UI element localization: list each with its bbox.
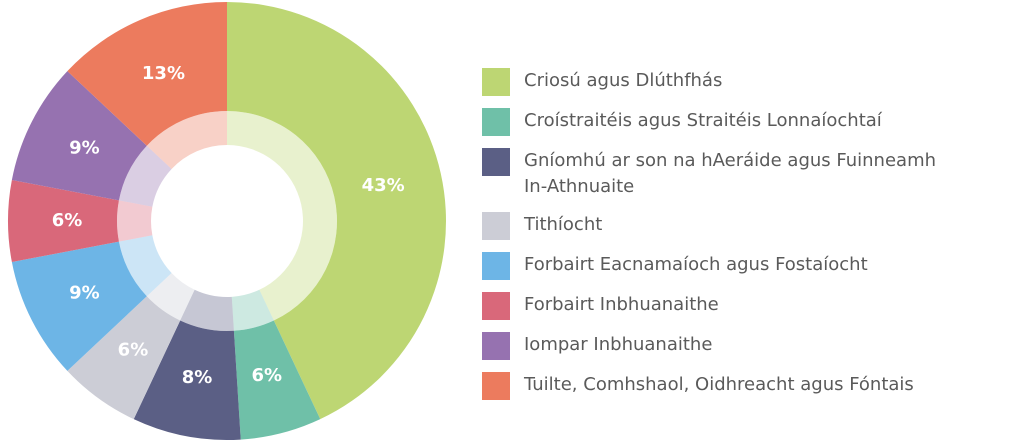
slice (227, 2, 446, 420)
legend-swatch (482, 252, 510, 280)
legend-swatch (482, 68, 510, 96)
legend: Criosú agus Dlúthfhás Croístraitéis agus … (482, 68, 1018, 412)
legend-swatch (482, 108, 510, 136)
slice (11, 241, 147, 371)
donut-chart: 43% 6% 8% 6% 9% 6% 9% 13% (7, 2, 446, 440)
legend-label: Tithíocht (524, 214, 603, 235)
legend-swatch (482, 292, 510, 320)
legend-item: Forbairt Eacnamaíoch agus Fostaíocht (482, 252, 1018, 280)
slice-label: 9% (69, 283, 100, 304)
slice (67, 2, 228, 146)
legend-swatch (482, 372, 510, 400)
legend-label: Iompar Inbhuanaithe (524, 334, 713, 355)
legend-item: Iompar Inbhuanaithe (482, 332, 1018, 360)
legend-item: Forbairt Inbhuanaithe (482, 292, 1018, 320)
slice-inner (146, 111, 227, 169)
slice (67, 296, 181, 420)
slice-label: 6% (118, 339, 149, 360)
slice-label: 13% (142, 63, 185, 84)
legend-swatch (482, 148, 510, 176)
slice-inner (118, 145, 172, 207)
slice (7, 179, 119, 263)
legend-label: Tuilte, Comhshaol, Oidhreacht agus Fónta… (524, 374, 914, 395)
legend-item: Croístraitéis agus Straitéis Lonnaíochta… (482, 108, 1018, 136)
legend-swatch (482, 332, 510, 360)
slice-inner (146, 273, 195, 321)
legend-item: Tuilte, Comhshaol, Oidhreacht agus Fónta… (482, 372, 1018, 400)
slice-inner (117, 200, 153, 242)
slice (11, 71, 147, 201)
slice (233, 320, 321, 440)
legend-label: Forbairt Eacnamaíoch agus Fostaíocht (524, 254, 868, 275)
slice-label: 6% (52, 210, 83, 231)
legend-item: Gníomhú ar son na hAeráide agus Fuinneam… (482, 148, 1018, 200)
legend-label: Croístraitéis agus Straitéis Lonnaíochta… (524, 110, 882, 131)
slice-label: 8% (182, 367, 213, 388)
slice-label: 6% (252, 365, 283, 386)
slice-inner (227, 111, 337, 321)
legend-item: Criosú agus Dlúthfhás (482, 68, 1018, 96)
slice-label: 43% (362, 175, 405, 196)
legend-label: Forbairt Inbhuanaithe (524, 294, 719, 315)
legend-item: Tithíocht (482, 212, 1018, 240)
legend-swatch (482, 212, 510, 240)
legend-label: Criosú agus Dlúthfhás (524, 70, 723, 91)
legend-label: Gníomhú ar son na hAeráide agus Fuinneam… (524, 150, 937, 197)
slice (133, 320, 241, 440)
slice-inner (118, 235, 172, 297)
slice-inner (231, 289, 274, 331)
slice-label: 9% (69, 137, 100, 158)
slice-inner (180, 289, 234, 331)
